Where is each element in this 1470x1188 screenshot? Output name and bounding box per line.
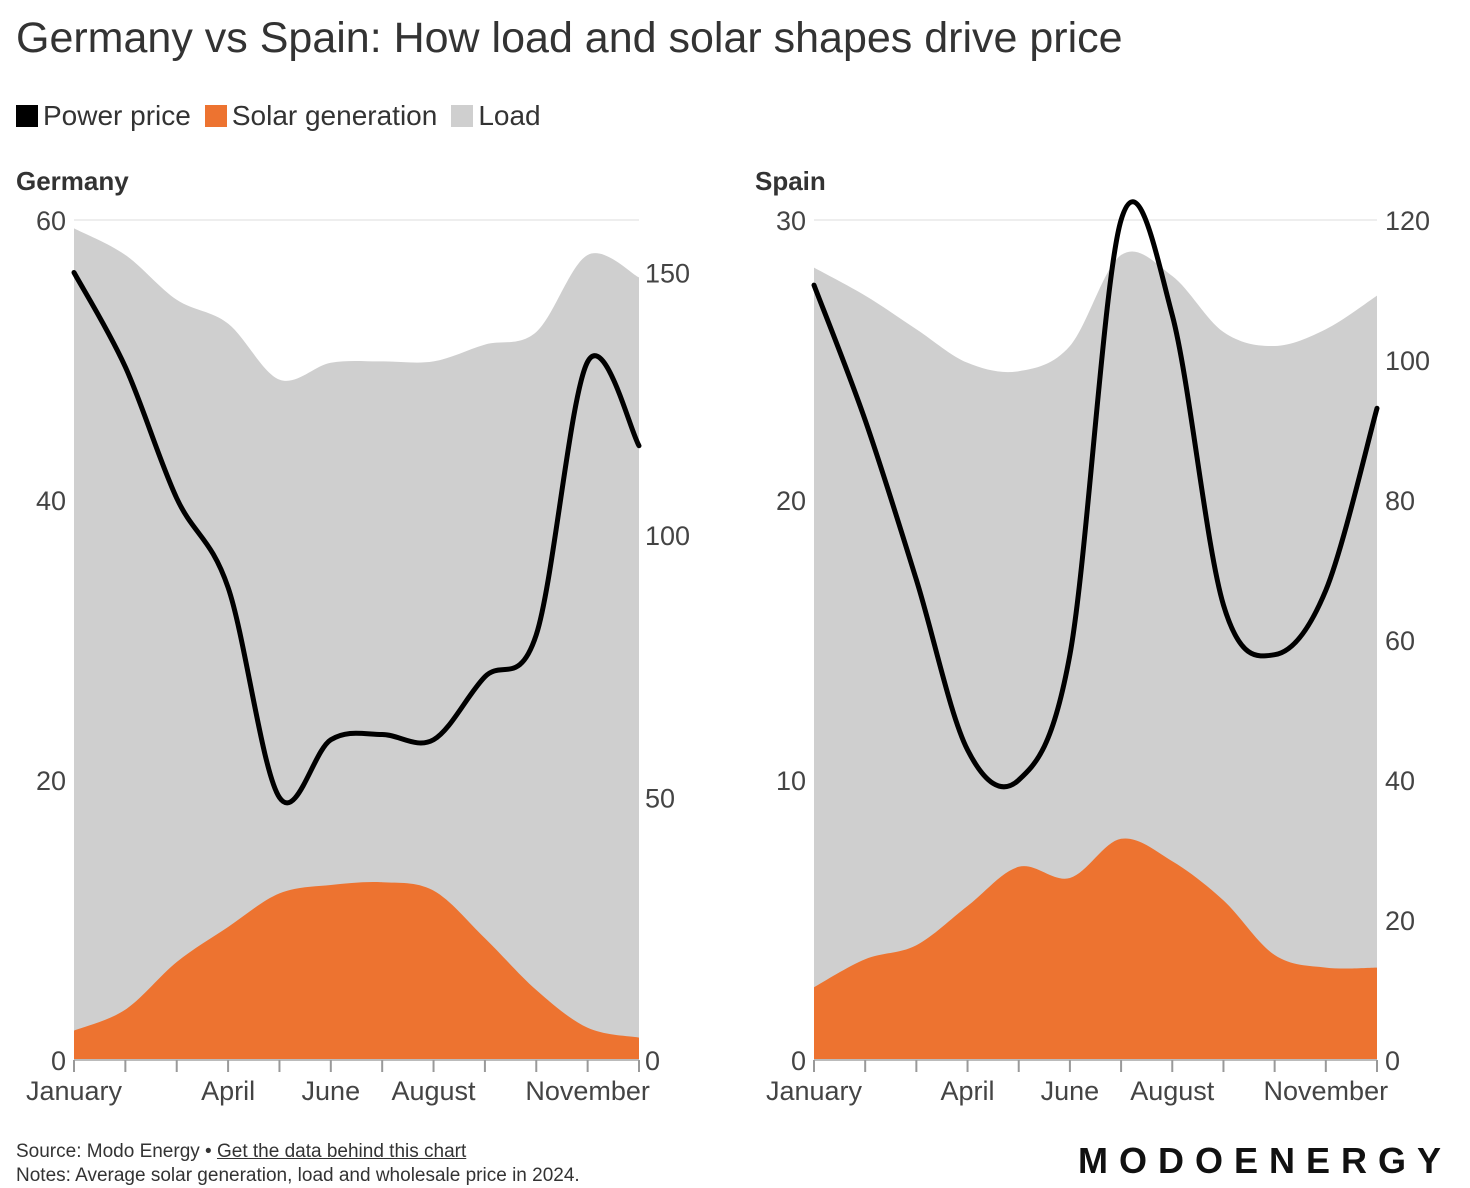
left-axis-tick-label: 20 [776, 486, 806, 516]
x-tick-label: June [1041, 1076, 1100, 1106]
left-axis-tick-label: 0 [51, 1046, 66, 1076]
chart-title: Germany vs Spain: How load and solar sha… [16, 14, 1123, 62]
left-axis-tick-label: 20 [36, 766, 66, 796]
germany-load-area [74, 228, 639, 1060]
right-axis-tick-label: 100 [645, 521, 690, 551]
x-tick-label: November [525, 1076, 650, 1106]
left-axis-tick-label: 30 [776, 206, 806, 236]
x-tick-label: June [302, 1076, 361, 1106]
left-axis-tick-label: 60 [36, 206, 66, 236]
source-text: Source: Modo Energy • [16, 1141, 212, 1162]
right-axis-tick-label: 150 [645, 259, 690, 289]
spain-load-area [814, 251, 1377, 1060]
x-tick-label: April [201, 1076, 255, 1106]
legend-swatch-orange [204, 105, 227, 127]
germany-solar-generation-area [74, 881, 639, 1060]
legend-label: Load [478, 100, 541, 131]
legend-item-load: Load [451, 100, 541, 132]
x-tick-label: November [1264, 1076, 1389, 1106]
x-tick-label: January [26, 1076, 123, 1106]
germany-power-price-line [71, 270, 642, 806]
right-axis-tick-label: 40 [1385, 766, 1415, 796]
left-axis-tick-label: 0 [791, 1046, 806, 1076]
x-tick-label: January [766, 1076, 863, 1106]
legend-label: Power price [43, 100, 191, 131]
right-axis-tick-label: 0 [645, 1046, 660, 1076]
legend-swatch-black [16, 105, 38, 127]
left-axis-tick-label: 10 [776, 766, 806, 796]
panel-title-spain: Spain [755, 166, 826, 196]
data-link[interactable]: Get the data behind this chart [216, 1141, 467, 1162]
legend-label: Solar generation [231, 100, 438, 131]
legend-item-power-price: Power price [16, 100, 191, 132]
modo-energy-logo: MODOENERGY [1077, 1140, 1452, 1181]
right-axis-tick-label: 100 [1385, 346, 1430, 376]
left-axis-tick-label: 40 [36, 486, 66, 516]
legend-swatch-gray [451, 105, 474, 127]
right-axis-tick-label: 50 [645, 784, 675, 814]
spain-power-price-line [811, 199, 1380, 790]
footer: Source: Modo Energy • Get the data behin… [16, 1140, 580, 1188]
right-axis-tick-label: 0 [1385, 1046, 1400, 1076]
legend: Power price Solar generation Load [16, 100, 555, 132]
right-axis-tick-label: 120 [1385, 206, 1430, 236]
legend-item-solar: Solar generation [204, 100, 438, 132]
right-axis-tick-label: 80 [1385, 486, 1415, 516]
x-tick-label: August [1130, 1076, 1215, 1106]
x-tick-label: April [941, 1076, 995, 1106]
notes-text: Notes: Average solar generation, load an… [16, 1165, 580, 1186]
right-axis-tick-label: 60 [1385, 626, 1415, 656]
right-axis-tick-label: 20 [1385, 906, 1415, 936]
panel-title-germany: Germany [16, 166, 129, 196]
spain-solar-generation-area [814, 838, 1377, 1060]
x-tick-label: August [392, 1076, 477, 1106]
